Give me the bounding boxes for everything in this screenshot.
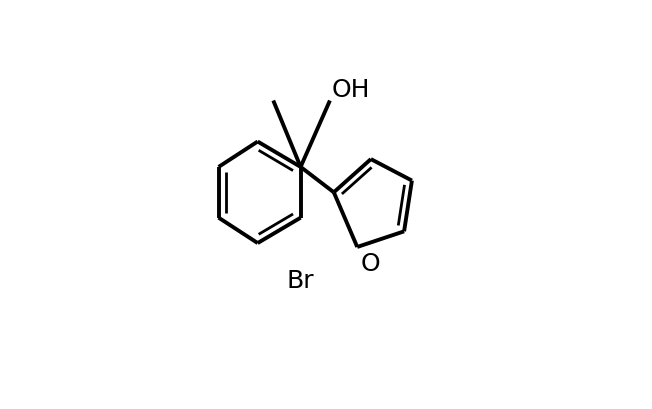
Text: Br: Br xyxy=(287,269,314,293)
Text: O: O xyxy=(361,251,381,275)
Text: OH: OH xyxy=(332,78,370,101)
